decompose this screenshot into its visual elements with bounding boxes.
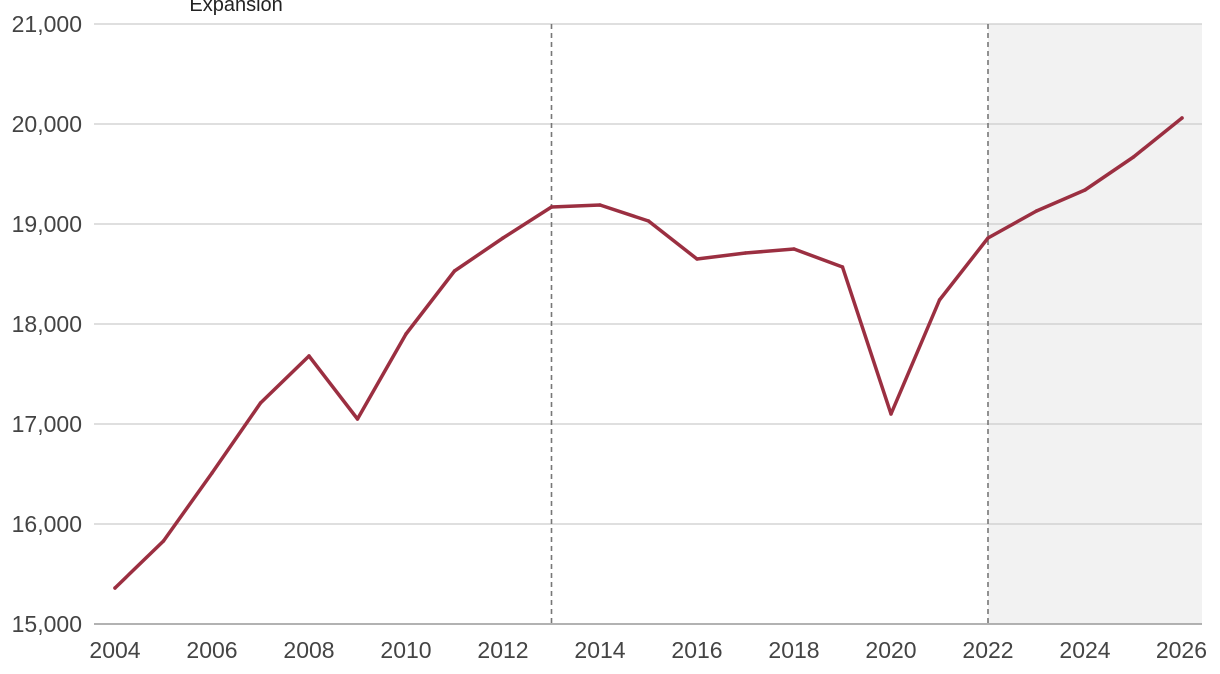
data-point — [840, 265, 845, 269]
data-point — [937, 298, 942, 302]
y-tick-label: 19,000 — [12, 211, 82, 237]
data-point — [452, 269, 457, 273]
x-tick-label: 2010 — [380, 637, 431, 663]
x-tick-label: 2004 — [89, 637, 140, 663]
data-point — [549, 205, 554, 209]
x-tick-label: 2006 — [186, 637, 237, 663]
x-tick-label: 2020 — [865, 637, 916, 663]
y-axis-ticks: 15,000 16,000 17,000 18,000 19,000 20,000 21,0… — [12, 11, 82, 637]
y-tick-label: 17,000 — [12, 411, 82, 437]
x-axis-ticks: 2004 2006 2008 2010 2012 2014 2016 2018 2020 2022… — [89, 637, 1207, 663]
y-tick-label: 15,000 — [12, 611, 82, 637]
data-point — [1180, 116, 1184, 120]
data-points — [113, 116, 1184, 590]
vertical-markers — [550, 24, 989, 624]
x-tick-label: 2008 — [283, 637, 334, 663]
data-point — [598, 203, 602, 207]
x-tick-label: 2026 — [1156, 637, 1207, 663]
data-point — [404, 332, 408, 336]
data-point — [307, 354, 311, 358]
x-tick-label: 2022 — [962, 637, 1013, 663]
data-point — [986, 236, 990, 240]
data-point — [1034, 209, 1039, 213]
x-tick-label: 2018 — [768, 637, 819, 663]
x-tick-label: 2014 — [574, 637, 625, 663]
data-point — [210, 471, 214, 475]
y-tick-label: 21,000 — [12, 11, 82, 37]
y-tick-label: 20,000 — [12, 111, 82, 137]
data-point — [355, 417, 360, 421]
gridlines — [94, 23, 1202, 625]
y-tick-label: 18,000 — [12, 311, 82, 337]
data-point — [743, 251, 748, 255]
data-point — [889, 412, 893, 416]
annotation-label: Expansión — [189, 0, 282, 16]
x-tick-label: 2024 — [1059, 637, 1110, 663]
data-point — [161, 539, 166, 543]
y-tick-label: 16,000 — [12, 511, 82, 537]
x-tick-label: 2016 — [671, 637, 722, 663]
data-point — [501, 236, 505, 240]
data-point — [113, 586, 117, 590]
data-point — [1131, 155, 1136, 159]
data-point — [792, 247, 796, 251]
data-point — [646, 219, 651, 223]
x-tick-label: 2012 — [477, 637, 528, 663]
data-point — [695, 257, 699, 261]
data-point — [1083, 188, 1087, 192]
data-point — [258, 401, 263, 405]
